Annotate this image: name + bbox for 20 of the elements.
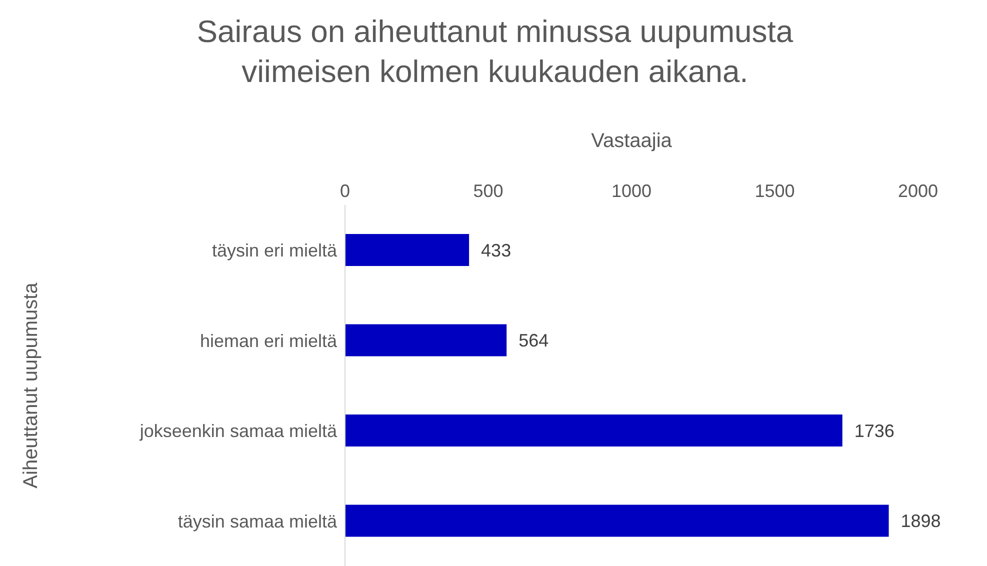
y-tick-label: hieman eri mieltä xyxy=(200,330,338,351)
bar xyxy=(345,234,470,266)
x-tick-label: 0 xyxy=(340,181,350,201)
y-axis-title: Aiheuttanut uupumusta xyxy=(20,282,42,488)
bar xyxy=(345,504,889,537)
x-tick-label: 500 xyxy=(473,181,504,201)
y-tick-label: täysin samaa mieltä xyxy=(178,511,338,532)
bar xyxy=(345,414,842,446)
data-label: 1898 xyxy=(900,511,941,532)
x-axis-title: Vastaajia xyxy=(590,130,673,153)
data-label: 433 xyxy=(481,240,512,260)
x-tick-label: 1000 xyxy=(611,181,652,201)
y-tick-label: jokseenkin samaa mieltä xyxy=(138,421,338,442)
x-tick-label: 2000 xyxy=(898,181,938,201)
x-tick-label: 1500 xyxy=(754,181,795,201)
bar xyxy=(345,324,507,356)
y-tick-label: täysin eri mieltä xyxy=(212,240,338,261)
data-label: 564 xyxy=(518,330,549,351)
chart-title: Sairaus on aiheuttanut minussa uupumusta viimeisen kolmen kuukauden aikana. xyxy=(196,13,794,91)
data-label: 1736 xyxy=(854,420,894,441)
